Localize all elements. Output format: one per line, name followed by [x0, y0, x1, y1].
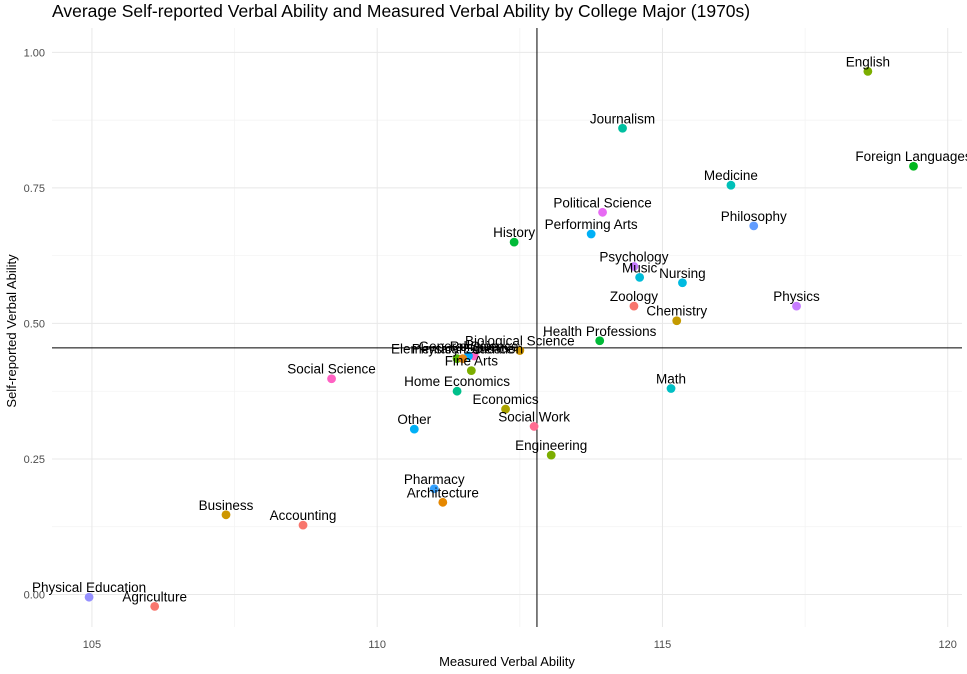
data-point [150, 602, 160, 611]
y-axis-title: Self-reported Verbal Ability [4, 254, 19, 408]
data-point-label: Economics [473, 392, 539, 407]
data-point-label: Physical Education [32, 580, 146, 595]
data-point [726, 180, 736, 190]
data-point [221, 510, 231, 520]
data-point [327, 374, 336, 384]
data-point [678, 278, 687, 288]
data-point [792, 301, 801, 311]
y-tick-label: 0.00 [24, 589, 45, 601]
y-axis-ticks: 0.00 0.25 0.50 0.75 1.00 [24, 47, 45, 601]
data-point-label: Social Work [498, 409, 570, 424]
data-point [501, 404, 510, 414]
data-point [909, 161, 918, 171]
data-point-label: Zoology [610, 289, 658, 304]
data-point [749, 221, 759, 231]
data-point-label: Health Professions [543, 324, 657, 339]
data-point-label: Elementary Education [391, 342, 523, 357]
data-point-label: Home Economics [404, 374, 510, 389]
x-axis-title: Measured Verbal Ability [439, 654, 575, 669]
x-tick-label: 115 [654, 639, 672, 651]
data-point-label: Psychology [599, 250, 668, 265]
data-point-label: Music [622, 260, 658, 275]
data-point-label: Chemistry [646, 304, 707, 319]
y-tick-label: 0.50 [24, 318, 45, 330]
data-point [863, 66, 873, 76]
data-point-label: Engineering [515, 438, 587, 453]
x-tick-label: 105 [83, 639, 101, 651]
point-labels: English Foreign Languages Journalism Medici… [32, 54, 967, 604]
y-tick-label: 0.75 [24, 183, 45, 195]
y-tick-label: 0.25 [24, 454, 45, 466]
data-point-label: Social Science [287, 362, 376, 377]
data-point-label: Architecture [407, 485, 479, 500]
data-point [635, 272, 645, 282]
data-point [595, 336, 605, 346]
data-point [466, 366, 476, 375]
data-point-label: Other [397, 412, 431, 427]
data-point-label: Physical Science [412, 342, 514, 357]
data-point [84, 592, 94, 602]
data-point-label: Philosophy [721, 209, 787, 224]
data-point [509, 237, 519, 247]
x-tick-label: 110 [368, 639, 386, 651]
data-point [458, 354, 468, 364]
chart-title: Average Self-reported Verbal Ability and… [52, 1, 751, 21]
data-point [586, 229, 596, 239]
x-tick-label: 120 [939, 639, 957, 651]
data-point-label: Journalism [590, 111, 655, 126]
data-point [546, 450, 556, 460]
data-point-label: Biological Science [465, 334, 575, 349]
data-point-label: Nursing [659, 266, 706, 281]
data-point-label: Physics [773, 289, 820, 304]
data-point-label: Medicine [704, 168, 758, 183]
data-point-label: Accounting [270, 508, 337, 523]
data-point-label: English [846, 54, 890, 69]
data-point-label: General Science [419, 339, 519, 354]
data-point [529, 422, 539, 431]
data-point-label: History [493, 225, 535, 240]
data-point [298, 520, 308, 530]
data-point [429, 484, 439, 494]
data-point [618, 123, 627, 133]
data-point-label: Foreign Languages [855, 149, 967, 164]
data-point-label: Performing Arts [545, 217, 638, 232]
y-tick-label: 1.00 [24, 47, 45, 59]
data-point-label: Business [199, 498, 254, 513]
data-point [629, 301, 639, 311]
data-point [629, 262, 639, 271]
data-point [672, 316, 682, 326]
data-point [438, 497, 448, 507]
data-point-label: Agriculture [122, 589, 187, 604]
grid-minor [52, 28, 962, 627]
data-point-label: Math [656, 371, 686, 386]
data-points [84, 66, 918, 611]
data-point-label: Political Science [553, 195, 651, 210]
data-point [598, 207, 607, 217]
data-point [666, 384, 676, 393]
reference-lines [52, 28, 962, 627]
data-point-label: Fine Arts [445, 354, 499, 369]
data-point [409, 424, 419, 434]
grid-major [52, 28, 962, 627]
data-point [452, 386, 462, 396]
data-point-label: Religion [450, 339, 499, 354]
data-point-label: Pharmacy [404, 472, 465, 487]
data-point [515, 346, 525, 355]
x-axis-ticks: 105 110 115 120 [83, 639, 957, 651]
